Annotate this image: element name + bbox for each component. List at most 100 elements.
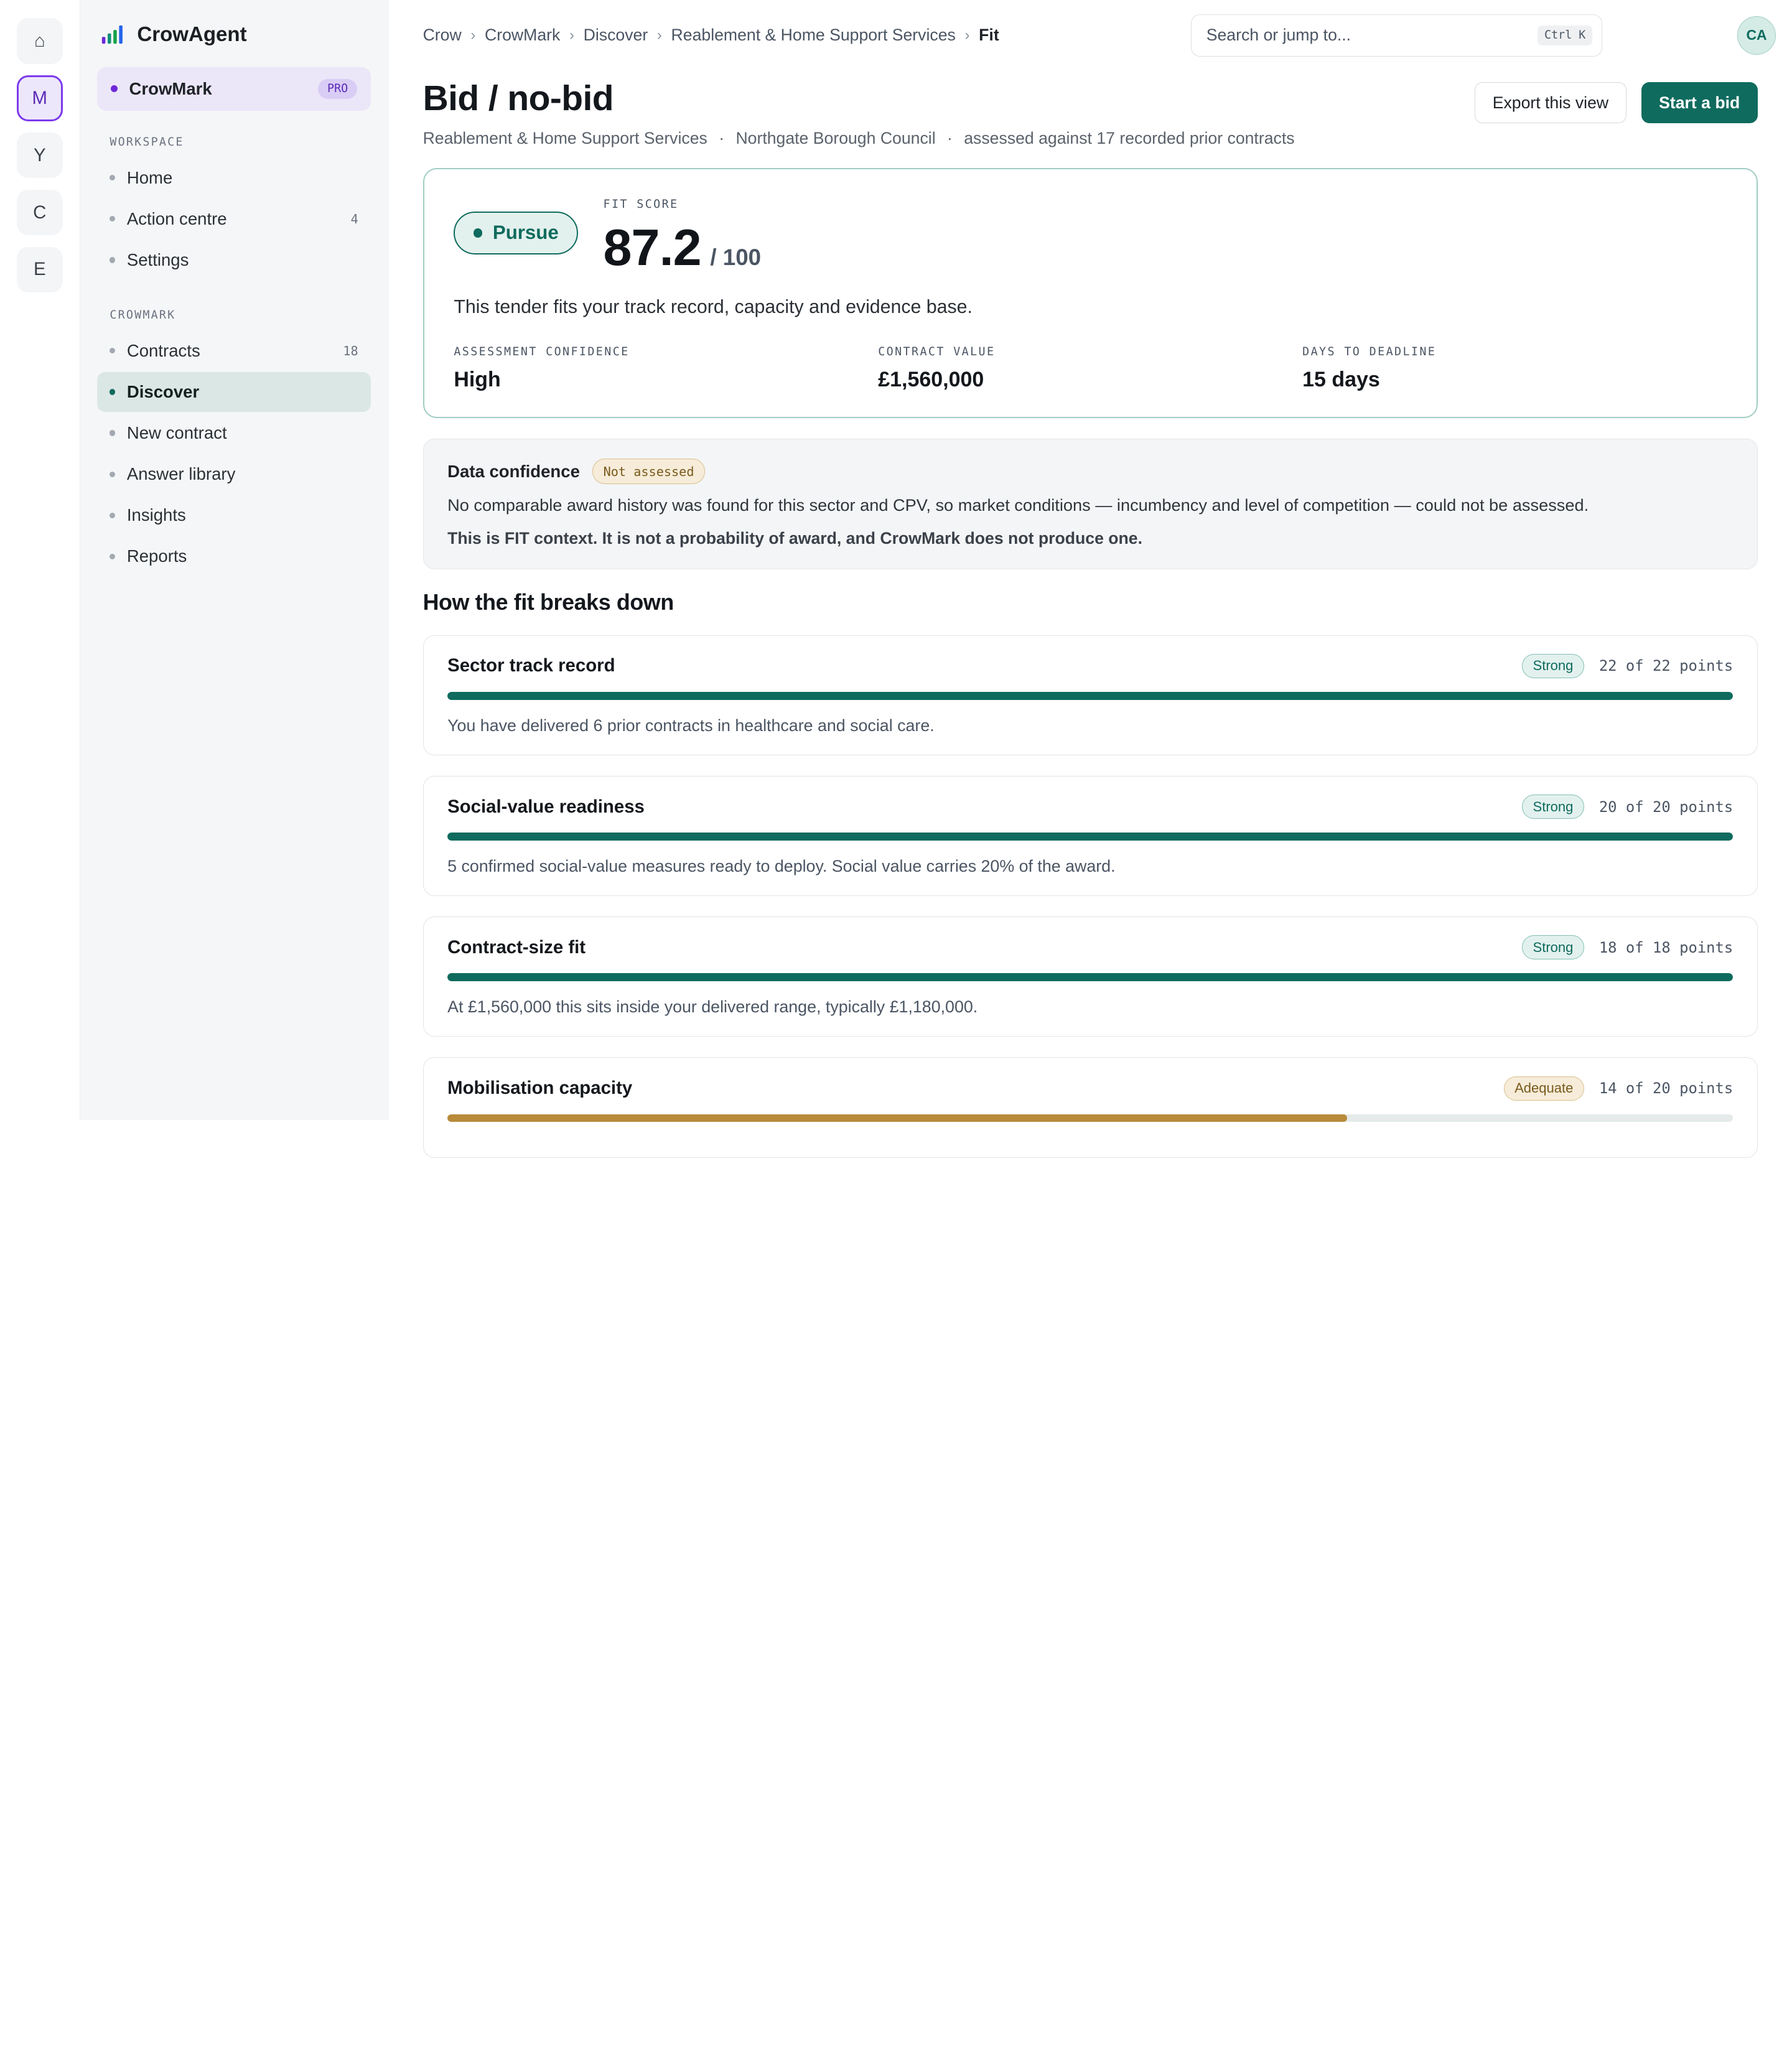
chevron-right-icon: ›	[656, 26, 662, 44]
sidebar-item-settings[interactable]: Settings	[97, 240, 371, 280]
bullet	[110, 257, 116, 263]
sidebar-item-label: Answer library	[126, 464, 236, 484]
sidebar-item-label: Home	[126, 167, 173, 187]
sidebar-item-new-contract[interactable]: New contract	[97, 413, 371, 453]
verdict-dot	[473, 228, 483, 238]
fit-summary-card: Pursue FIT SCORE 87.2 / 100 This tender …	[422, 167, 1758, 418]
sidebar-item-label: Contracts	[126, 340, 200, 360]
rail-e-button[interactable]: E	[17, 246, 63, 293]
metric-value: High	[454, 367, 501, 391]
search-input[interactable]	[1206, 26, 1538, 45]
sidebar: CrowAgent CrowMark PRO WORKSPACE Home Ac…	[80, 0, 389, 1120]
breakdown-item-description: 5 confirmed social-value measures ready …	[447, 856, 1116, 875]
sidebar-item-reports[interactable]: Reports	[97, 536, 371, 576]
chevron-right-icon: ›	[569, 26, 574, 44]
data-confidence-text: No comparable award history was found fo…	[447, 495, 1589, 515]
verdict-badge: Pursue	[454, 211, 579, 255]
app-window: ⌂ M Y C E CrowAgent CrowMark PRO WORKSPA…	[0, 0, 1791, 1159]
breakdown-item: Social-value readiness Strong 20 of 20 p…	[422, 775, 1758, 896]
sidebar-item-contracts[interactable]: Contracts 18	[97, 331, 371, 371]
rail-crowmark-button[interactable]: M	[17, 75, 63, 121]
fit-score-block: FIT SCORE 87.2 / 100	[604, 198, 762, 278]
bullet	[110, 553, 116, 559]
title-block: Bid / no-bid Reablement & Home Support S…	[423, 78, 1475, 149]
score-bar	[447, 833, 1734, 841]
subtitle-tender: Reablement & Home Support Services	[422, 129, 707, 148]
avatar[interactable]: CA	[1737, 16, 1776, 55]
breakdown-item-title: Social-value readiness	[447, 796, 645, 817]
fit-score-value: 87.2	[603, 218, 702, 276]
fit-metrics: ASSESSMENT CONFIDENCE High CONTRACT VALU…	[454, 345, 1727, 392]
start-bid-button[interactable]: Start a bid	[1641, 82, 1758, 124]
score-bar-fill	[447, 973, 1734, 982]
subtitle-separator: ·	[946, 129, 953, 148]
rail-home-button[interactable]: ⌂	[17, 18, 63, 64]
breakdown-item-header: Sector track record Strong 22 of 22 poin…	[447, 653, 1733, 678]
breadcrumb-tender[interactable]: Reablement & Home Support Services	[671, 26, 956, 45]
brand-name: CrowAgent	[137, 22, 247, 46]
sidebar-item-discover[interactable]: Discover	[97, 371, 371, 413]
breadcrumb-discover[interactable]: Discover	[583, 26, 648, 45]
sidebar-item-count: 4	[350, 211, 358, 226]
breadcrumb-crow[interactable]: Crow	[422, 26, 462, 45]
metric-value: £1,560,000	[878, 367, 984, 391]
sidebar-item-action-centre[interactable]: Action centre 4	[97, 199, 371, 239]
workspace-switcher[interactable]: CrowMark PRO	[97, 67, 371, 111]
metric-deadline: DAYS TO DEADLINE 15 days	[1302, 345, 1727, 392]
page-title: Bid / no-bid	[422, 78, 614, 118]
rail-c-button[interactable]: C	[17, 189, 63, 236]
points-value: 14 of 20 points	[1598, 1080, 1734, 1098]
rating-badge: Strong	[1521, 795, 1584, 819]
points-value: 20 of 20 points	[1598, 798, 1734, 816]
sidebar-item-label: Reports	[126, 546, 187, 566]
metric-label: ASSESSMENT CONFIDENCE	[454, 345, 630, 358]
data-confidence-header: Data confidence Not assessed	[447, 459, 1733, 484]
breadcrumb-crowmark[interactable]: CrowMark	[485, 26, 561, 45]
breakdown-item-header: Mobilisation capacity Adequate 14 of 20 …	[447, 1076, 1733, 1101]
breakdown-heading: How the fit breaks down	[422, 590, 674, 615]
sidebar-item-answer-library[interactable]: Answer library	[97, 454, 371, 494]
main-content: Crow › CrowMark › Discover › Reablement …	[388, 0, 1791, 1159]
export-view-button[interactable]: Export this view	[1475, 82, 1626, 124]
sidebar-item-home[interactable]: Home	[97, 158, 371, 198]
subtitle-buyer: Northgate Borough Council	[735, 129, 936, 148]
data-confidence-note: This is FIT context. It is not a probabi…	[447, 529, 1143, 548]
rating-badge: Strong	[1521, 935, 1584, 960]
search-box[interactable]: Ctrl K	[1190, 14, 1603, 57]
score-bar	[447, 973, 1734, 982]
breakdown-item: Contract-size fit Strong 18 of 18 points…	[422, 917, 1758, 1037]
subtitle-separator: ·	[719, 129, 725, 148]
breakdown-item-description: At £1,560,000 this sits inside your deli…	[447, 997, 978, 1016]
sidebar-item-count: 18	[343, 343, 358, 358]
header-actions: Export this view Start a bid	[1475, 82, 1758, 124]
rating-badge: Adequate	[1503, 1076, 1584, 1101]
sidebar-item-insights[interactable]: Insights	[97, 495, 371, 535]
data-confidence-title: Data confidence	[447, 461, 580, 481]
data-confidence-card: Data confidence Not assessed No comparab…	[422, 438, 1758, 570]
app-rail: ⌂ M Y C E	[0, 0, 80, 1120]
metric-label: DAYS TO DEADLINE	[1302, 345, 1437, 358]
brand[interactable]: CrowAgent	[97, 21, 371, 67]
breakdown-item: Sector track record Strong 22 of 22 poin…	[422, 635, 1758, 755]
topbar: Crow › CrowMark › Discover › Reablement …	[423, 14, 1758, 57]
metric-value: 15 days	[1302, 367, 1380, 391]
bullet	[110, 471, 116, 477]
fit-score-max: / 100	[710, 244, 762, 270]
bullet	[110, 512, 116, 518]
fit-score: 87.2 / 100	[604, 218, 762, 278]
rail-y-button[interactable]: Y	[17, 133, 63, 179]
chevron-right-icon: ›	[964, 26, 970, 44]
breakdown-item-title: Mobilisation capacity	[447, 1078, 633, 1099]
score-bar	[447, 1114, 1734, 1122]
points-value: 18 of 18 points	[1598, 938, 1734, 956]
breakdown-item-title: Contract-size fit	[447, 936, 586, 958]
fit-score-label: FIT SCORE	[603, 197, 679, 211]
verdict-label: Pursue	[492, 222, 559, 244]
workspace-dot	[111, 85, 118, 93]
sidebar-item-label: Insights	[126, 505, 186, 525]
sidebar-item-label: Discover	[126, 381, 200, 401]
bullet	[110, 216, 116, 222]
breakdown-list: Sector track record Strong 22 of 22 poin…	[422, 635, 1758, 1159]
fit-description: This tender fits your track record, capa…	[454, 296, 973, 317]
bullet	[110, 348, 116, 354]
